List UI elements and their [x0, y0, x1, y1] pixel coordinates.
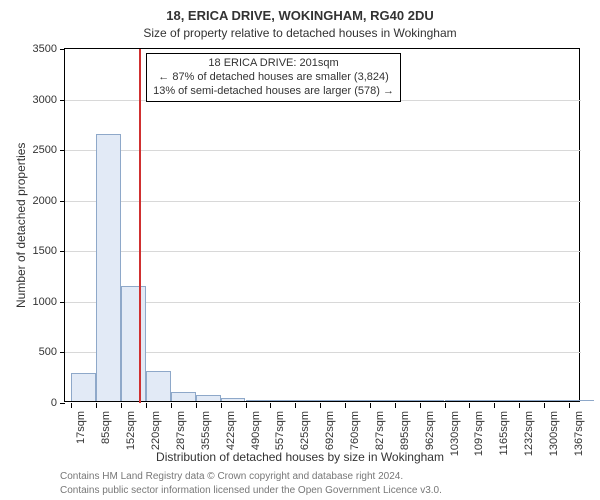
- y-tick-mark: [60, 403, 65, 404]
- y-tick-mark: [60, 302, 65, 303]
- x-tick-label: 152sqm: [125, 411, 137, 450]
- x-tick-label: 1165sqm: [498, 411, 510, 455]
- x-tick-mark: [544, 403, 545, 408]
- histogram-bar: [544, 400, 569, 401]
- histogram-bar: [519, 400, 544, 401]
- x-tick-mark: [345, 403, 346, 408]
- histogram-bar: [221, 398, 246, 401]
- y-tick-mark: [60, 100, 65, 101]
- histogram-bar: [345, 400, 370, 401]
- y-gridline: [65, 201, 581, 202]
- y-tick-mark: [60, 352, 65, 353]
- x-tick-mark: [270, 403, 271, 408]
- x-tick-mark: [71, 403, 72, 408]
- histogram-bar: [96, 134, 121, 401]
- x-tick-mark: [221, 403, 222, 408]
- y-gridline: [65, 251, 581, 252]
- x-tick-mark: [469, 403, 470, 408]
- y-tick-label: 2000: [7, 195, 57, 207]
- x-tick-label: 490sqm: [250, 411, 262, 450]
- x-tick-label: 17sqm: [75, 411, 87, 444]
- histogram-bar: [196, 395, 221, 401]
- x-axis-label: Distribution of detached houses by size …: [0, 450, 600, 464]
- reference-line: [139, 49, 141, 403]
- x-tick-mark: [171, 403, 172, 408]
- x-tick-label: 220sqm: [150, 411, 162, 450]
- x-tick-label: 962sqm: [424, 411, 436, 450]
- footer-copyright: Contains HM Land Registry data © Crown c…: [60, 471, 403, 482]
- annotation-line-property: 18 ERICA DRIVE: 201sqm: [153, 57, 394, 71]
- x-tick-mark: [146, 403, 147, 408]
- histogram-bar: [494, 400, 519, 401]
- histogram-bar: [395, 400, 420, 401]
- histogram-bar: [121, 286, 146, 401]
- x-tick-mark: [96, 403, 97, 408]
- x-tick-label: 625sqm: [299, 411, 311, 450]
- histogram-bar: [370, 400, 395, 401]
- x-tick-label: 692sqm: [324, 411, 336, 450]
- y-axis-label: Number of detached properties: [14, 143, 28, 308]
- histogram-bar: [569, 400, 594, 401]
- x-tick-label: 557sqm: [274, 411, 286, 450]
- chart-subtitle: Size of property relative to detached ho…: [0, 26, 600, 40]
- y-tick-label: 1000: [7, 296, 57, 308]
- histogram-bar: [171, 392, 196, 401]
- x-tick-mark: [445, 403, 446, 408]
- histogram-bar: [320, 400, 345, 401]
- y-tick-mark: [60, 49, 65, 50]
- x-tick-mark: [196, 403, 197, 408]
- x-tick-label: 287sqm: [175, 411, 187, 450]
- y-tick-mark: [60, 251, 65, 252]
- histogram-bar: [146, 371, 171, 401]
- annotation-line-smaller: ← 87% of detached houses are smaller (3,…: [153, 71, 394, 85]
- y-tick-label: 3000: [7, 94, 57, 106]
- x-tick-mark: [295, 403, 296, 408]
- x-tick-mark: [121, 403, 122, 408]
- histogram-bar: [420, 400, 445, 401]
- x-tick-mark: [246, 403, 247, 408]
- x-tick-label: 827sqm: [374, 411, 386, 450]
- y-tick-label: 1500: [7, 245, 57, 257]
- histogram-bar: [246, 400, 271, 401]
- y-tick-mark: [60, 201, 65, 202]
- x-tick-mark: [420, 403, 421, 408]
- x-tick-label: 760sqm: [349, 411, 361, 450]
- histogram-bar: [71, 373, 96, 401]
- x-tick-mark: [569, 403, 570, 408]
- y-tick-mark: [60, 150, 65, 151]
- histogram-bar: [270, 400, 295, 401]
- x-tick-mark: [494, 403, 495, 408]
- x-tick-mark: [370, 403, 371, 408]
- annotation-box: 18 ERICA DRIVE: 201sqm← 87% of detached …: [146, 53, 401, 102]
- histogram-bar: [295, 400, 320, 401]
- x-tick-label: 895sqm: [399, 411, 411, 450]
- histogram-bar: [469, 400, 494, 401]
- y-tick-label: 3500: [7, 43, 57, 55]
- property-size-chart: 18, ERICA DRIVE, WOKINGHAM, RG40 2DU Siz…: [0, 0, 600, 500]
- histogram-bar: [445, 400, 470, 401]
- y-gridline: [65, 150, 581, 151]
- x-tick-label: 422sqm: [225, 411, 237, 450]
- chart-title-address: 18, ERICA DRIVE, WOKINGHAM, RG40 2DU: [0, 8, 600, 23]
- y-tick-label: 0: [7, 397, 57, 409]
- x-tick-mark: [395, 403, 396, 408]
- y-tick-label: 2500: [7, 144, 57, 156]
- y-tick-label: 500: [7, 346, 57, 358]
- x-tick-mark: [519, 403, 520, 408]
- x-tick-mark: [320, 403, 321, 408]
- plot-area: 050010001500200025003000350017sqm85sqm15…: [64, 48, 580, 402]
- x-tick-label: 355sqm: [200, 411, 212, 450]
- footer-licence: Contains public sector information licen…: [60, 485, 442, 496]
- x-tick-label: 85sqm: [100, 411, 112, 444]
- annotation-line-larger: 13% of semi-detached houses are larger (…: [153, 85, 394, 99]
